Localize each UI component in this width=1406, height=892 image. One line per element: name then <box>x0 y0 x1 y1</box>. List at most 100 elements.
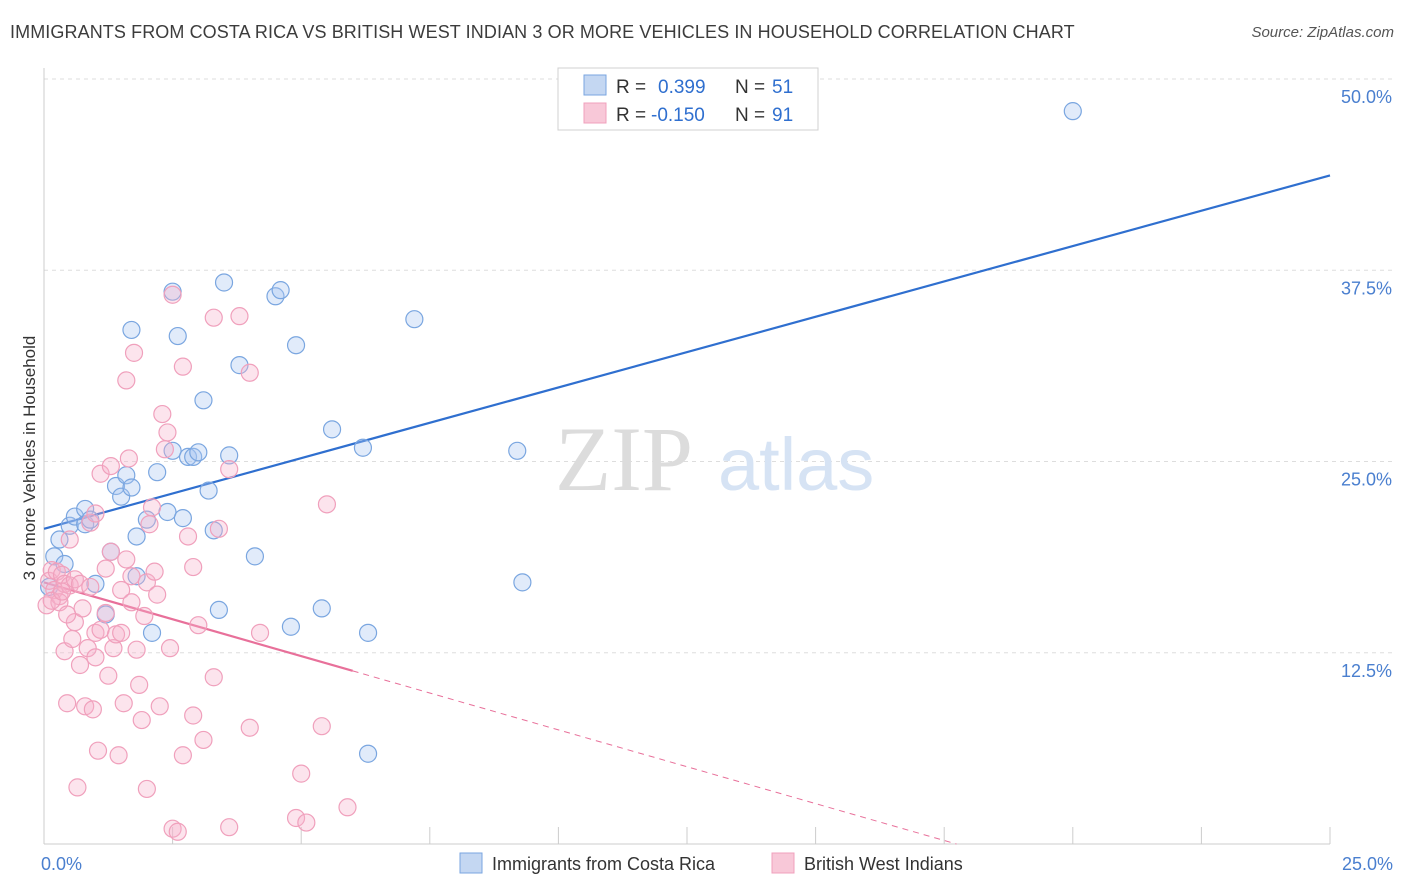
point-s0-36 <box>245 547 265 566</box>
gridlines <box>43 68 1392 844</box>
point-s1-24 <box>83 700 102 719</box>
point-s1-33 <box>99 666 118 685</box>
bottom-legend-label-british-west-indians: British West Indians <box>804 854 963 874</box>
bottom-legend-swatch-costa-rica <box>459 852 483 874</box>
x-axis <box>43 827 1331 845</box>
point-s0-8 <box>86 574 105 594</box>
point-s0-42 <box>322 420 342 439</box>
point-s1-67 <box>173 746 192 765</box>
point-s1-68 <box>178 527 198 546</box>
legend-r-value-2: -0.150 <box>651 105 705 126</box>
point-s1-10 <box>58 694 77 713</box>
point-s0-29 <box>194 391 213 410</box>
point-s1-54 <box>140 515 159 534</box>
point-s1-31 <box>96 559 115 578</box>
point-s0-14 <box>122 320 141 340</box>
watermark-atlas: atlas <box>718 423 874 506</box>
chart-source: Source: ZipAtlas.com <box>1251 24 1394 41</box>
legend-r-label-2: R = <box>616 105 646 126</box>
point-s1-44 <box>119 449 138 468</box>
y-tick-label-2: 37.5% <box>1341 278 1392 298</box>
point-s1-88 <box>42 591 61 610</box>
point-s1-25 <box>86 623 105 642</box>
point-s0-3 <box>60 516 79 535</box>
point-s1-83 <box>292 764 311 783</box>
point-s1-41 <box>114 694 133 713</box>
y-tick-label-3: 50.0% <box>1341 87 1392 107</box>
point-s0-1 <box>50 530 69 549</box>
bottom-legend: Immigrants from Costa Rica British West … <box>459 852 963 874</box>
point-s1-43 <box>117 550 136 569</box>
point-s1-23 <box>81 513 100 532</box>
point-s0-39 <box>281 617 301 636</box>
point-s1-32 <box>96 603 115 623</box>
point-s0-49 <box>1063 102 1082 121</box>
point-s1-45 <box>122 593 141 612</box>
point-s0-45 <box>358 744 378 763</box>
x-tick-labels: 0.0% 25.0% <box>41 854 1393 874</box>
point-s1-12 <box>60 530 79 549</box>
point-s0-0 <box>45 547 64 566</box>
legend-n-label-1: N = <box>735 77 765 98</box>
trend-line-solid-1 <box>43 581 353 672</box>
point-s1-63 <box>163 285 182 304</box>
legend-swatch-costa-rica <box>583 74 607 96</box>
point-s1-61 <box>158 423 177 442</box>
y-tick-label-1: 25.0% <box>1341 470 1392 490</box>
legend-n-value-2: 91 <box>772 105 793 126</box>
point-s1-42 <box>117 371 136 390</box>
point-s1-21 <box>78 639 97 658</box>
point-s1-55 <box>142 498 162 517</box>
point-s0-4 <box>65 507 84 526</box>
legend-swatch-british-west-indians <box>583 102 607 124</box>
point-s1-65 <box>168 822 187 841</box>
point-s1-73 <box>204 308 223 327</box>
point-s1-35 <box>101 542 120 561</box>
point-s1-69 <box>184 557 203 577</box>
point-s1-64 <box>163 819 182 838</box>
point-s1-80 <box>240 718 259 737</box>
point-s1-89 <box>52 582 72 601</box>
point-s1-47 <box>124 343 144 362</box>
point-s0-38 <box>271 281 290 300</box>
point-s1-30 <box>91 464 110 483</box>
point-s0-28 <box>189 443 208 462</box>
point-s1-72 <box>194 730 213 750</box>
point-s1-19 <box>73 599 92 618</box>
point-s0-24 <box>168 326 187 346</box>
bottom-legend-label-costa-rica: Immigrants from Costa Rica <box>492 854 716 874</box>
point-s1-84 <box>297 813 316 832</box>
point-s1-59 <box>153 404 172 424</box>
point-s1-48 <box>127 640 146 659</box>
trend-line-dashed-1 <box>352 670 957 845</box>
point-s0-6 <box>76 499 95 519</box>
point-s1-81 <box>250 623 270 642</box>
point-s1-60 <box>155 440 174 459</box>
point-s1-71 <box>189 616 208 635</box>
point-s0-25 <box>173 509 192 528</box>
point-s1-22 <box>81 577 100 597</box>
x-tick-label-1: 25.0% <box>1342 854 1393 874</box>
point-s0-30 <box>199 481 218 500</box>
point-s0-26 <box>178 447 198 467</box>
point-s1-36 <box>104 639 123 658</box>
point-s1-29 <box>91 620 110 639</box>
point-s1-13 <box>63 629 82 649</box>
legend-n-value-1: 51 <box>772 77 793 98</box>
point-s0-47 <box>508 441 527 460</box>
point-s0-16 <box>127 567 146 586</box>
point-s1-77 <box>220 818 239 837</box>
point-s1-62 <box>160 639 180 658</box>
legend: R = 0.399 N = 51 R = -0.150 N = 91 <box>557 67 819 131</box>
x-tick-label-0: 0.0% <box>41 854 82 874</box>
point-s1-50 <box>132 710 151 730</box>
point-s1-28 <box>88 741 108 760</box>
y-tick-label-0: 12.5% <box>1341 661 1392 681</box>
point-s1-76 <box>220 460 239 479</box>
legend-r-value-1: 0.399 <box>658 77 706 98</box>
point-s0-44 <box>358 623 378 642</box>
trend-lines <box>43 174 1331 845</box>
point-s1-56 <box>145 562 164 581</box>
point-s1-49 <box>130 675 149 694</box>
legend-r-label-1: R = <box>616 77 646 98</box>
